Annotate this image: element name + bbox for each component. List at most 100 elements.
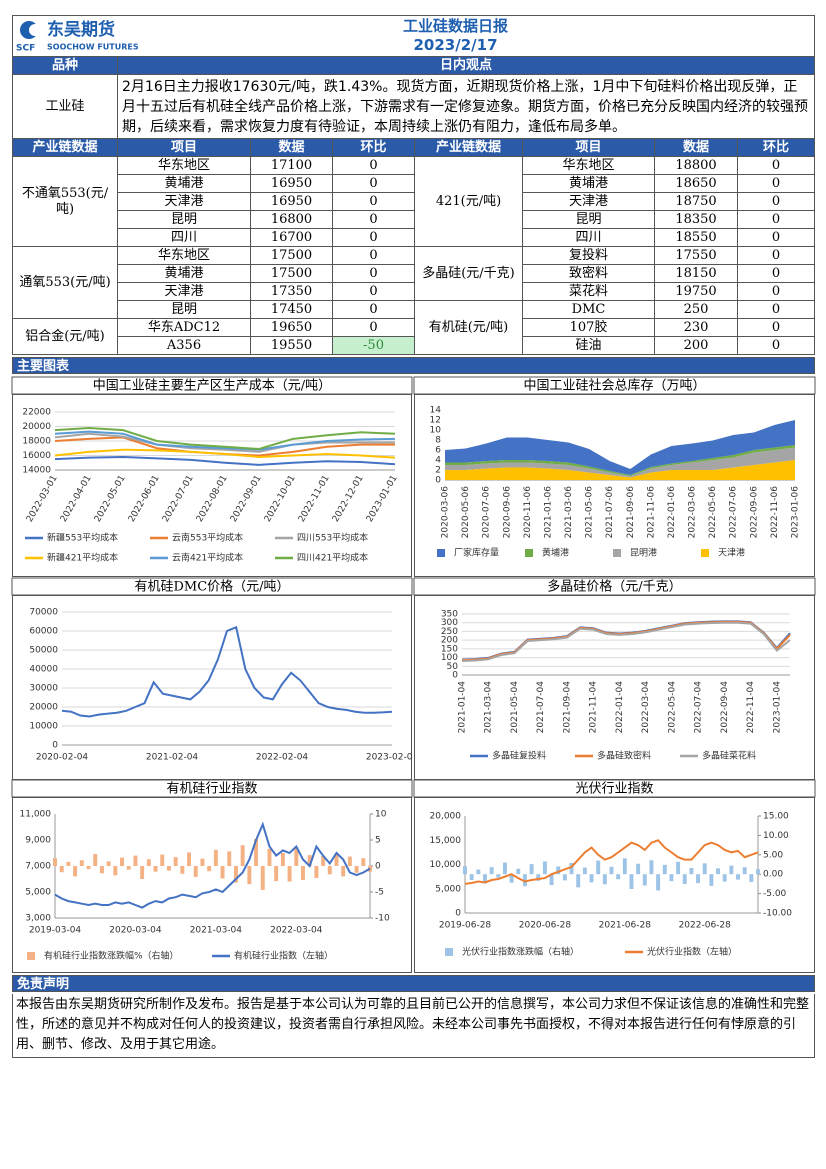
report-title: 工业硅数据日报 bbox=[402, 17, 508, 35]
bar bbox=[542, 861, 547, 875]
disclaimer-text: 本报告由东吴期货研究所制作及发布。报告是基于本公司认为可靠的且目前已公开的信息撰… bbox=[12, 994, 815, 1058]
x-tick-label: 2021-03-06 bbox=[564, 486, 574, 539]
x-tick-label: 2020-06-28 bbox=[519, 921, 572, 931]
y2-tick-label: 0.00 bbox=[763, 870, 783, 880]
title-row bbox=[11, 577, 413, 596]
item: 致密料 bbox=[522, 264, 655, 283]
x-tick-label: 2020-07-06 bbox=[482, 486, 492, 539]
bar bbox=[260, 866, 265, 890]
y-tick-label: 50 bbox=[447, 662, 459, 672]
column-header: 产业链数据 bbox=[414, 138, 523, 157]
line bbox=[54, 448, 396, 459]
data-row: 昆明 16800 0 昆明 18350 0 bbox=[13, 210, 815, 229]
change: 0 bbox=[332, 192, 415, 211]
logo: SCF 东吴期货 SOOCHOW FUTURES bbox=[16, 19, 139, 54]
item: 复投料 bbox=[522, 246, 655, 265]
bar bbox=[166, 866, 171, 871]
x-tick-label: 2022-03-04 bbox=[641, 681, 651, 734]
x-tick-label: 2022-05-01 bbox=[93, 474, 128, 524]
x-tick-label: 2021-03-04 bbox=[190, 926, 243, 936]
line bbox=[61, 625, 393, 718]
y-tick-label: 150 bbox=[441, 644, 458, 654]
area bbox=[445, 445, 795, 476]
bar bbox=[207, 866, 212, 872]
data-row: 通氧553(元/吨) 华东地区 17500 0 多晶硅(元/千克) 复投料 17550 0 bbox=[12, 246, 815, 319]
item: 黄埔港 bbox=[117, 174, 251, 193]
change: 0 bbox=[737, 192, 815, 211]
bar bbox=[576, 874, 581, 888]
column-header: 环比 bbox=[737, 138, 815, 157]
column-header: 环比 bbox=[332, 138, 415, 157]
report-date: 2023/2/17 bbox=[413, 36, 498, 54]
item: 天津港 bbox=[117, 282, 251, 301]
bar bbox=[200, 858, 205, 866]
y2-tick-label: 0 bbox=[375, 862, 381, 872]
data-row: 不通氧553(元/吨) 华东地区 17100 0 421(元/吨) 华东地区 18800 0 bbox=[12, 156, 815, 247]
line bbox=[54, 430, 396, 451]
y-tick-label: 7,000 bbox=[25, 862, 51, 872]
bar bbox=[59, 866, 64, 873]
x-tick-label: 2023-01-06 bbox=[791, 486, 801, 539]
y2-tick-label: -5 bbox=[375, 888, 384, 898]
item: 华东地区 bbox=[117, 246, 251, 265]
bar bbox=[193, 866, 198, 877]
bar bbox=[696, 874, 701, 884]
chart-title: 有机硅行业指数 bbox=[166, 782, 257, 797]
bar bbox=[676, 861, 681, 875]
line bbox=[54, 432, 395, 453]
legend-label: 有机硅行业指数涨跌幅%（右轴） bbox=[44, 950, 179, 962]
header: SCF 东吴期货 SOOCHOW FUTURES 工业硅数据日报 2023/2/… bbox=[12, 15, 815, 56]
column-header: 数据 bbox=[654, 138, 738, 157]
bar bbox=[489, 867, 494, 875]
bar bbox=[140, 866, 145, 879]
bar bbox=[476, 869, 481, 875]
value: 17350 bbox=[250, 282, 333, 301]
bar bbox=[79, 860, 84, 866]
area bbox=[445, 420, 795, 475]
bar bbox=[294, 847, 299, 866]
bar bbox=[682, 874, 687, 884]
item: 菜花料 bbox=[522, 282, 655, 301]
change: 0 bbox=[737, 174, 815, 193]
item: 四川 bbox=[117, 228, 251, 247]
change: 0 bbox=[737, 318, 815, 337]
y2-tick-label: 5.00 bbox=[763, 850, 783, 860]
bar bbox=[113, 866, 118, 876]
y2-tick-label: 10.00 bbox=[763, 831, 789, 841]
panel-border bbox=[12, 595, 412, 780]
bar bbox=[120, 857, 124, 866]
y2-tick-label: -10.00 bbox=[763, 909, 792, 919]
change: -50 bbox=[332, 336, 415, 355]
bar bbox=[662, 864, 667, 875]
y2-tick-label: 10 bbox=[375, 810, 387, 820]
change: 0 bbox=[332, 156, 415, 175]
x-tick-label: 2022-03-04 bbox=[270, 926, 323, 936]
y-tick-label: 10,000 bbox=[430, 860, 462, 870]
bar bbox=[274, 866, 279, 882]
legend-marker bbox=[445, 948, 453, 956]
x-tick-label: 2020-02-04 bbox=[36, 753, 89, 763]
y-tick-label: 15,000 bbox=[430, 836, 462, 846]
chart-title: 中国工业硅社会总库存（万吨） bbox=[523, 378, 705, 394]
bar bbox=[756, 869, 760, 875]
x-tick-label: 2022-07-04 bbox=[694, 681, 704, 734]
bar bbox=[642, 874, 647, 886]
y-tick-label: 8 bbox=[435, 436, 441, 446]
value: 16950 bbox=[250, 174, 333, 193]
value: 19650 bbox=[250, 318, 333, 337]
x-tick-label: 2021-01-06 bbox=[543, 486, 553, 539]
value: 19550 bbox=[250, 336, 333, 355]
x-tick-label: 2022-04-01 bbox=[59, 474, 94, 524]
line bbox=[54, 426, 396, 450]
change: 0 bbox=[332, 210, 415, 229]
bar bbox=[562, 874, 567, 881]
bar bbox=[722, 874, 727, 882]
bar bbox=[287, 866, 292, 882]
legend-marker bbox=[27, 952, 35, 960]
logo-en: SOOCHOW FUTURES bbox=[47, 43, 139, 52]
value: 200 bbox=[654, 336, 738, 355]
bar bbox=[556, 866, 561, 875]
x-tick-label: 2019-06-28 bbox=[439, 921, 492, 931]
group-label: 不通氧553(元/吨) bbox=[12, 156, 118, 247]
